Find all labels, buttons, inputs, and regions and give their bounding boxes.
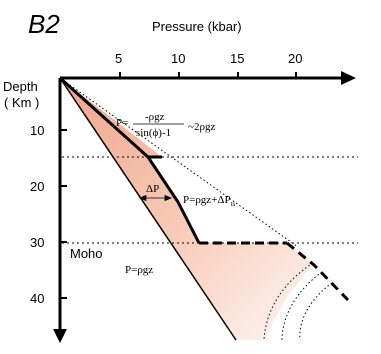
- outer-envelope-dotted-line: [59, 77, 299, 248]
- x-tick-label-10: 10: [171, 51, 185, 66]
- x-tick-label-5: 5: [115, 51, 122, 66]
- y-axis-title-line2: ( Km ): [4, 95, 39, 110]
- pressure-wedge-fill: [60, 78, 313, 340]
- lower-dashed-segment: [286, 241, 350, 302]
- lithostatic-label: P=ρgz: [125, 264, 153, 276]
- lithostatic-line: [59, 77, 237, 341]
- y-tick-label-40: 40: [30, 291, 44, 306]
- panel-label: B2: [28, 9, 60, 39]
- delta-p-label: ΔP: [146, 183, 159, 195]
- equation-top-lhs: P=: [116, 117, 128, 129]
- x-axis-ticks: [119, 72, 297, 78]
- y-axis-ticks: [60, 129, 67, 299]
- y-axis-title-line1: Depth: [3, 79, 38, 94]
- x-tick-label-15: 15: [230, 51, 244, 66]
- y-tick-label-10: 10: [30, 123, 44, 138]
- y-axis-arrowhead: [53, 329, 67, 343]
- x-axis-arrowhead: [341, 71, 356, 85]
- y-tick-label-20: 20: [30, 179, 44, 194]
- x-tick-label-20: 20: [288, 51, 302, 66]
- moho-label: Moho: [70, 246, 103, 261]
- stress-path-line: [58, 76, 201, 244]
- x-axis-title: Pressure (kbar): [152, 19, 242, 34]
- equation-top-rhs: ~2ρgz: [188, 121, 215, 133]
- y-tick-label-30: 30: [30, 235, 44, 250]
- mantle-dotted-curves: [263, 262, 333, 341]
- equation-top-numerator: -ρgz: [145, 111, 165, 123]
- delta-p-arrow: [138, 194, 173, 202]
- equation-top-denominator: sin(ϕ)-1: [136, 127, 171, 139]
- equation-middle: P=ρgz+ΔPts: [183, 194, 236, 208]
